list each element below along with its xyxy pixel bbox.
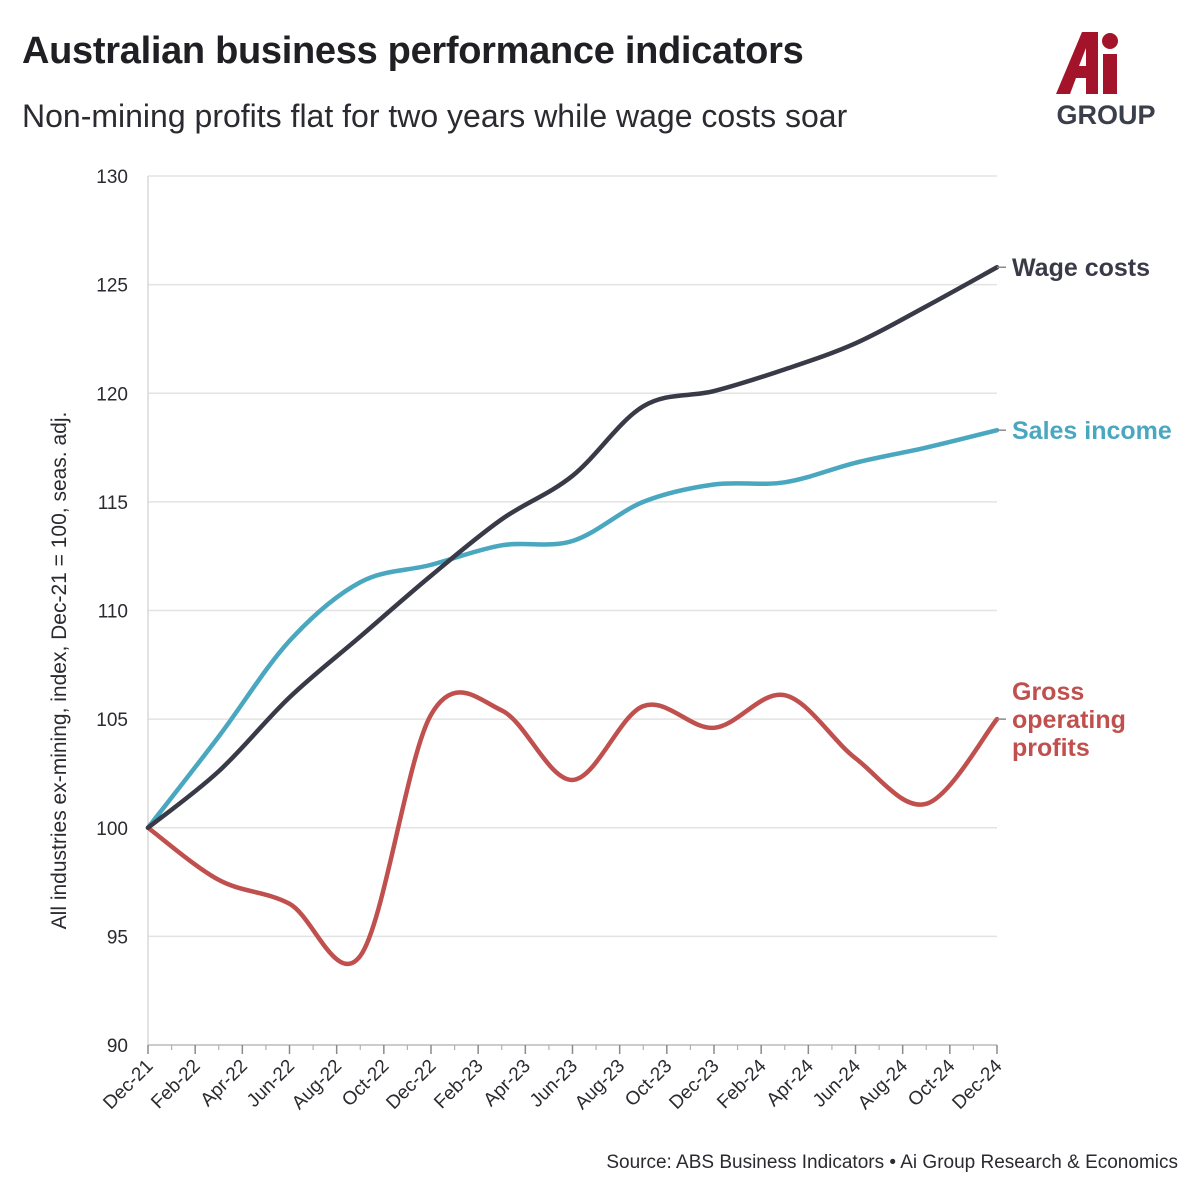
x-tick-label: Apr-22 [197,1056,252,1111]
series-label-sales-income: Sales income [1012,417,1172,445]
series-line-sales-income [145,427,1000,830]
x-tick-label: Feb-24 [713,1055,771,1113]
line-chart: 9095100105110115120125130Dec-21Feb-22Apr… [48,167,1172,1114]
series-label-gross-operating-profits: profits [1012,734,1090,762]
chart-title: Australian business performance indicato… [22,30,804,72]
series-line-wage-costs [145,264,1000,830]
y-tick-label: 90 [107,1036,128,1057]
y-tick-label: 110 [98,602,128,623]
ai-logo-mark [1056,32,1118,94]
y-axis-label: All industries ex-mining, index, Dec-21 … [48,412,71,930]
y-tick-label: 105 [96,710,128,731]
y-tick-label: 120 [96,384,128,405]
x-tick-label: Apr-23 [480,1056,535,1111]
chart-subtitle: Non-mining profits flat for two years wh… [22,98,848,134]
y-tick-label: 125 [96,276,128,297]
y-tick-label: 115 [98,493,128,514]
x-tick-label: Aug-23 [571,1056,629,1114]
series-label-gross-operating-profits: Gross [1012,678,1084,706]
y-tick-label: 95 [107,927,128,948]
series-label-wage-costs: Wage costs [1012,254,1150,282]
x-tick-label: Dec-24 [948,1055,1006,1113]
ai-group-logo: GROUP [1056,32,1156,130]
series-label-gross-operating-profits: operating [1012,706,1126,734]
x-tick-label: Feb-23 [430,1056,487,1113]
y-tick-label: 130 [96,167,128,188]
x-tick-label: Dec-22 [382,1056,440,1114]
x-tick-label: Jun-23 [526,1056,582,1112]
series-line-gross-operating-profits [145,690,1000,967]
x-tick-label: Dec-21 [99,1056,157,1114]
x-tick-label: Dec-23 [665,1056,723,1114]
x-tick-label: Feb-22 [147,1056,204,1113]
logo-text: GROUP [1056,100,1155,130]
x-tick-label: Jun-22 [243,1056,299,1112]
x-tick-label: Aug-24 [854,1055,912,1113]
source-note: Source: ABS Business Indicators • Ai Gro… [606,1152,1178,1173]
y-tick-label: 100 [96,819,128,840]
x-tick-label: Apr-24 [763,1055,818,1110]
x-tick-label: Aug-22 [288,1056,346,1114]
